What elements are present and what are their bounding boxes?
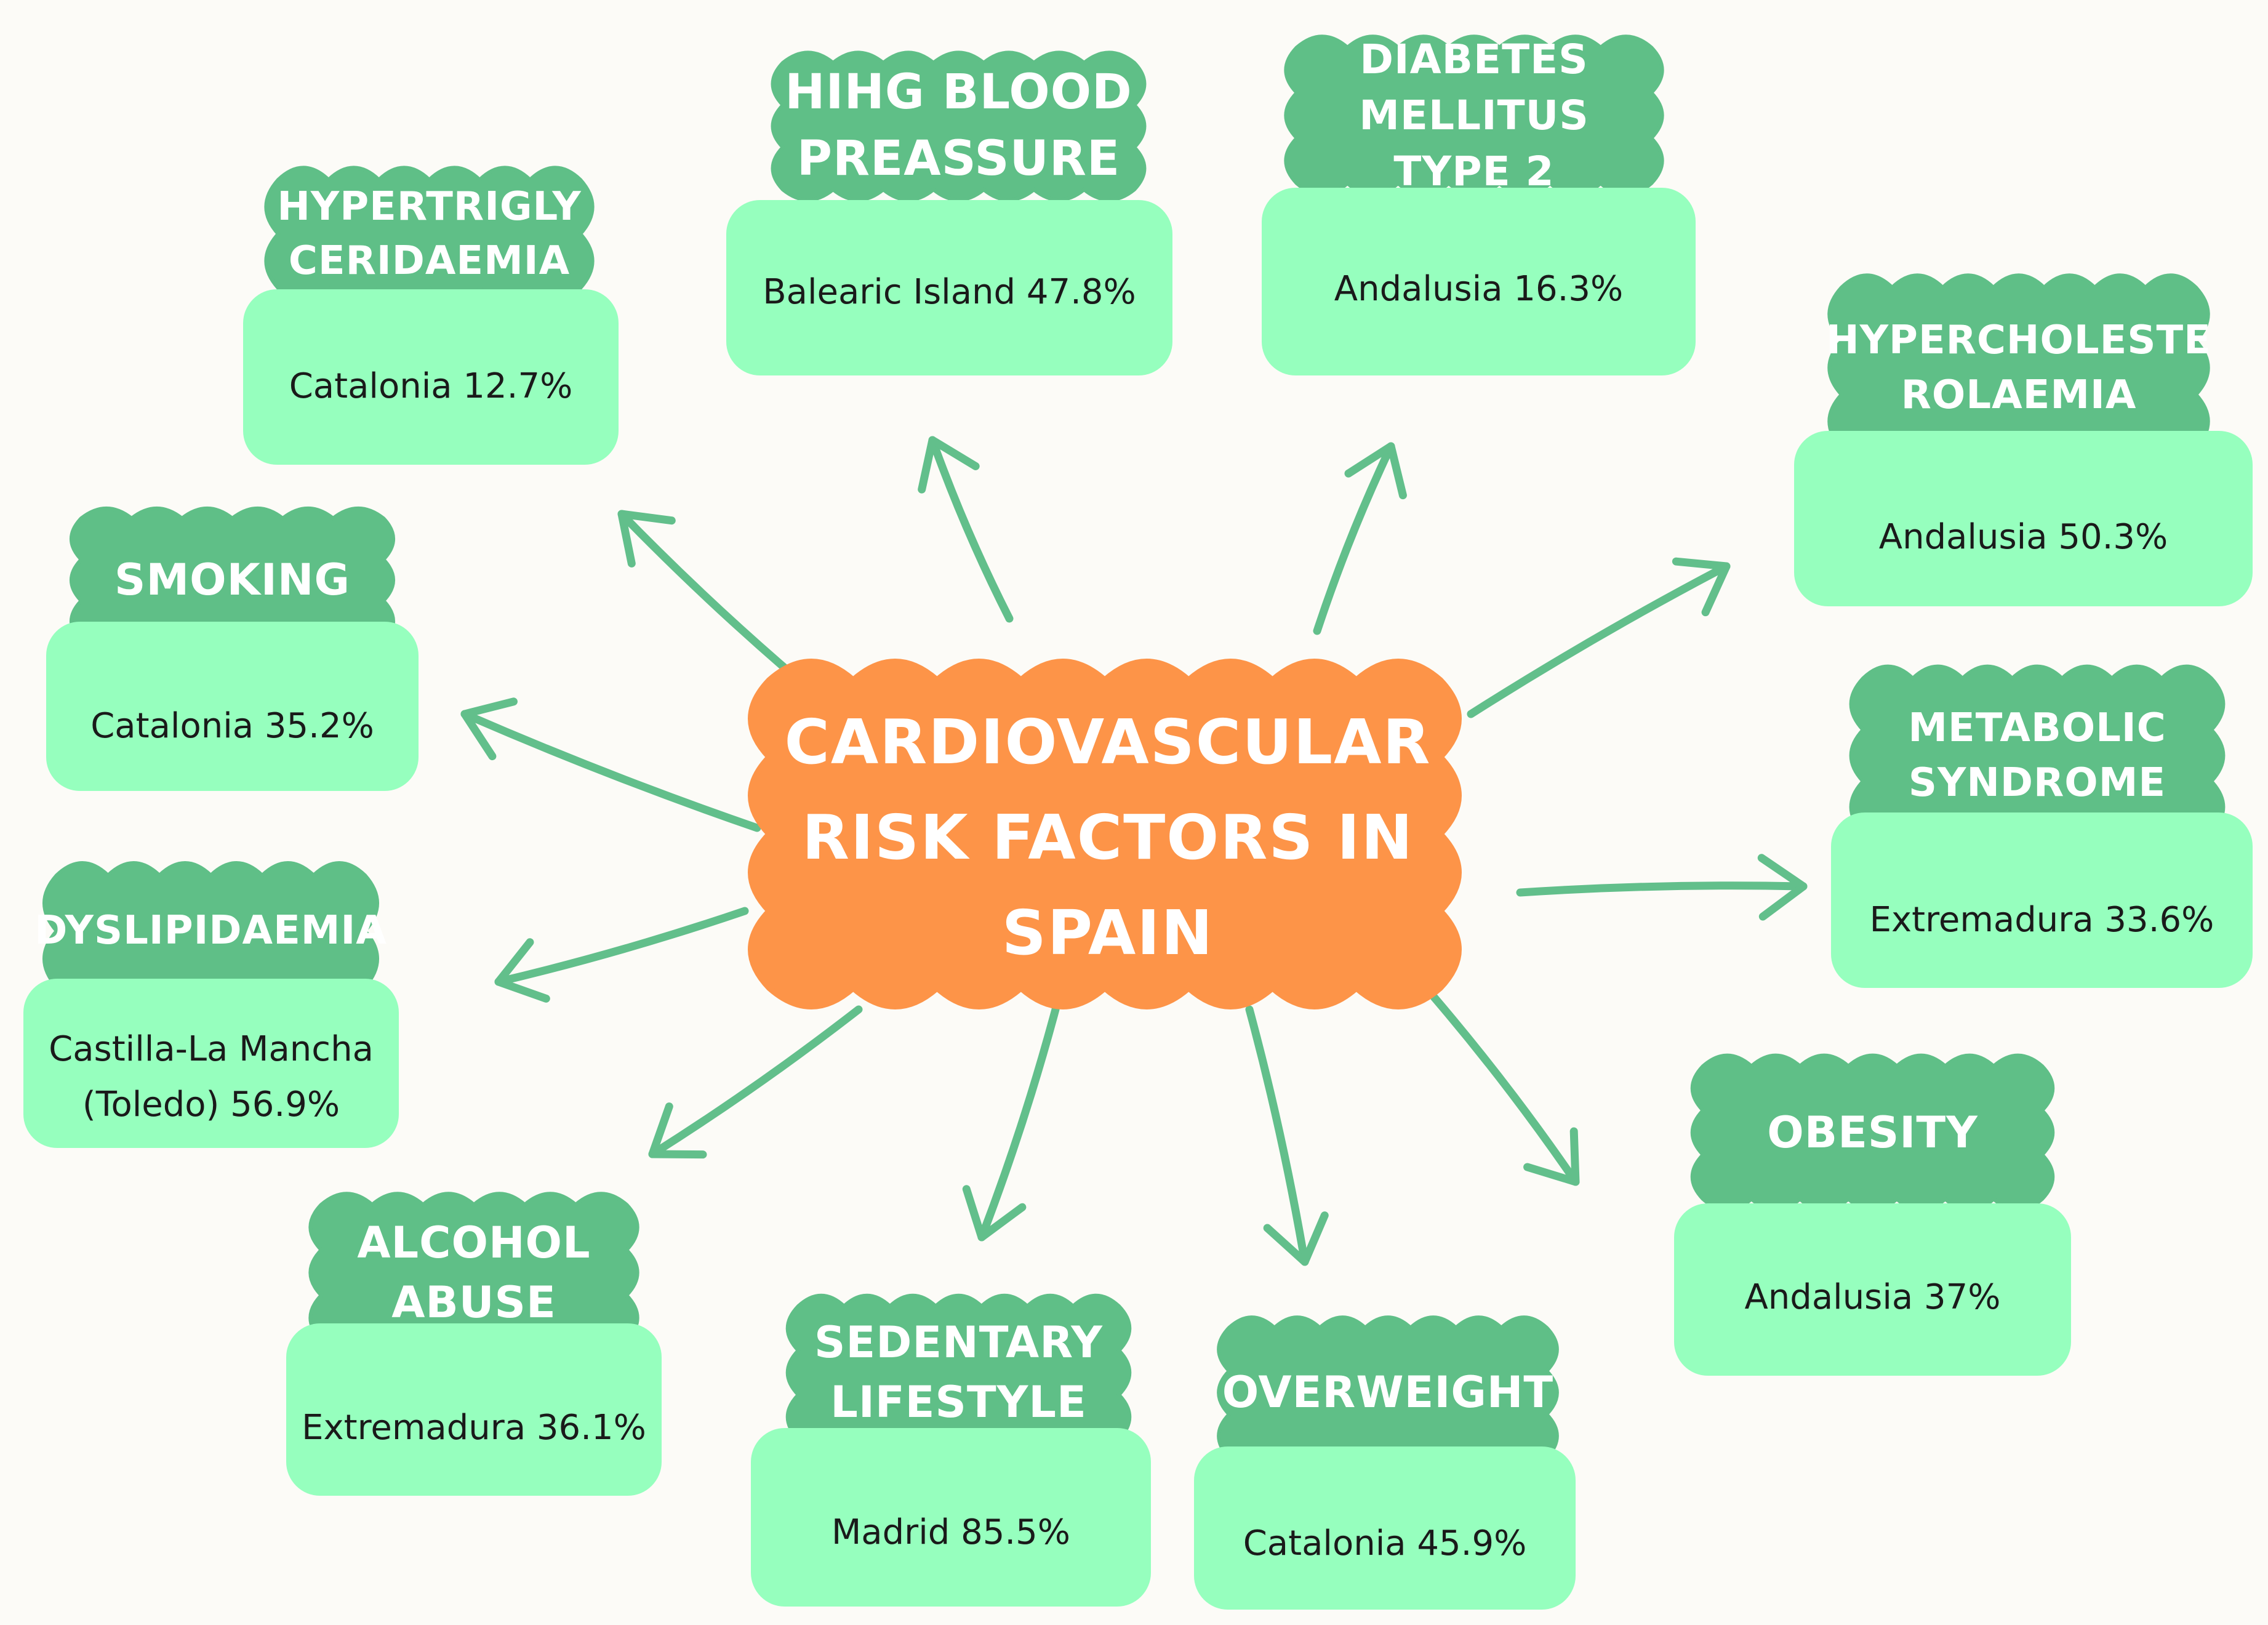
high-blood-pressure-title-cloud [771,50,1147,202]
high-blood-pressure-value: Balearic Island 47.8% [763,272,1136,313]
arrow-alcohol-abuse [648,1005,863,1159]
sedentary-lifestyle-title: SEDENTARY LIFESTYLE [814,1317,1103,1427]
sedentary-lifestyle-value: Madrid 85.5% [831,1512,1070,1553]
smoking-value-box [46,622,419,791]
smoking-title: SMOKING [114,555,350,606]
hypertriglyceridaemia-value: Catalonia 12.7% [289,366,573,406]
center-title: CARDIOVASCULAR RISK FACTORS IN SPAIN [784,705,1432,969]
hypertriglyceridaemia-value-box [243,289,619,465]
clouds-layer [42,34,2226,1470]
smoking-value: Catalonia 35.2% [90,706,374,747]
diabetes-value-box [1262,188,1696,375]
arrow-sedentary-lifestyle [962,1005,1060,1242]
arrow-obesity [1430,993,1580,1186]
metabolic-syndrome-value: Extremadura 33.6% [1869,900,2214,941]
arrows-layer [460,436,1808,1266]
dyslipidaemia-value-box [23,979,399,1148]
high-blood-pressure-title: HIHG BLOOD PREASSURE [785,65,1132,187]
metabolic-syndrome-value-box [1831,812,2253,988]
hypercholesterolaemia-title: HYPERCHOLESTE ROLAEMIA [1826,318,2211,418]
arrow-dyslipidaemia [494,907,749,1003]
hypercholesterolaemia-value-box [1794,431,2253,606]
alcohol-abuse-value-box [286,1323,662,1496]
diabetes-value: Andalusia 16.3% [1334,269,1624,310]
obesity-value-box [1674,1203,2071,1376]
obesity-title: OBESITY [1767,1107,1978,1158]
center-cloud [748,659,1462,1009]
dyslipidaemia-value: Castilla-La Mancha (Toledo) 56.9% [49,1029,374,1125]
dyslipidaemia-title: DYSLIPIDAEMIA [34,908,387,954]
sedentary-lifestyle-value-box [751,1428,1151,1607]
arrow-hypercholesterolaemia [1467,557,1731,718]
alcohol-abuse-title: ALCOHOL ABUSE [357,1217,591,1328]
arrow-diabetes [1313,442,1407,635]
arrow-metabolic-syndrome [1516,854,1808,921]
alcohol-abuse-value: Extremadura 36.1% [302,1408,646,1448]
hypercholesterolaemia-value: Andalusia 50.3% [1878,516,2168,557]
arrow-hypertriglyceridaemia [617,510,811,691]
arrow-high-blood-pressure [918,436,1014,623]
overweight-title: OVERWEIGHT [1222,1367,1554,1418]
metabolic-syndrome-title: METABOLIC SYNDROME [1908,705,2166,806]
high-blood-pressure-value-box [726,200,1172,375]
arrow-overweight [1245,1005,1329,1266]
overweight-value: Catalonia 45.9% [1243,1523,1527,1563]
hypertriglyceridaemia-title: HYPERTRIGLY CERIDAEMIA [277,183,582,284]
overweight-value-box [1194,1446,1576,1610]
diabetes-title: DIABETES MELLITUS TYPE 2 [1359,35,1589,196]
arrow-smoking [460,697,761,832]
obesity-value: Andalusia 37% [1744,1277,2001,1317]
